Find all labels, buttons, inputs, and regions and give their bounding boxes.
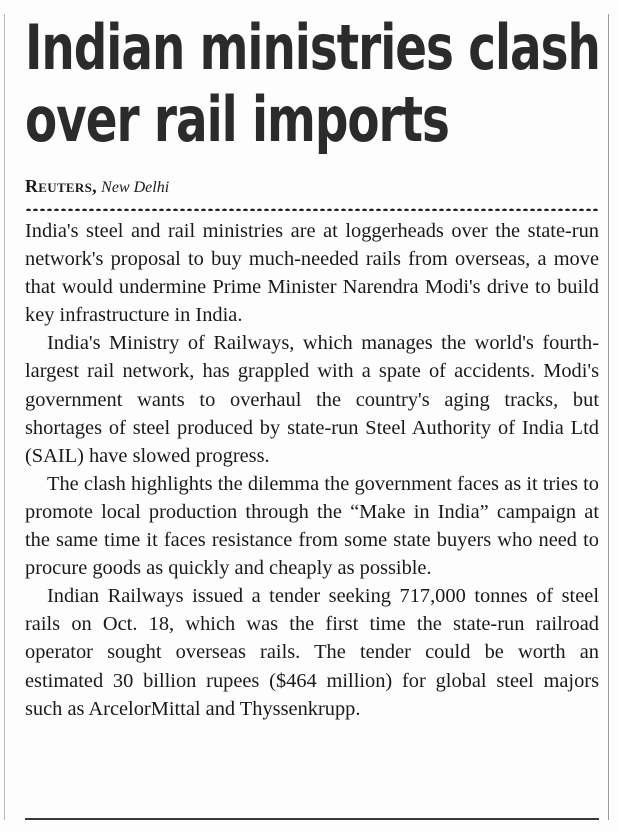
byline-location: New Delhi: [101, 179, 170, 196]
bottom-divider: [25, 818, 599, 820]
article-body: India's steel and rail ministries are at…: [25, 211, 599, 723]
article-column: Indian ministries clash over rail import…: [25, 0, 601, 723]
page-title: Indian ministries clash over rail import…: [25, 0, 601, 156]
article-paragraph: India's steel and rail ministries are at…: [25, 220, 599, 327]
column-rule-left: [4, 14, 5, 820]
article-paragraph: India's Ministry of Railways, which mana…: [25, 332, 599, 467]
byline: Reuters, New Delhi: [25, 156, 599, 198]
headline-line-1: Indian ministries clash: [25, 11, 601, 84]
column-rule-right: [608, 14, 609, 820]
byline-source: Reuters,: [25, 176, 97, 196]
dotted-divider: [25, 207, 599, 211]
headline-line-2: over rail imports: [25, 83, 450, 156]
article-paragraph: Indian Railways issued a tender seeking …: [25, 585, 599, 720]
article-paragraph: The clash highlights the dilemma the gov…: [25, 472, 599, 580]
